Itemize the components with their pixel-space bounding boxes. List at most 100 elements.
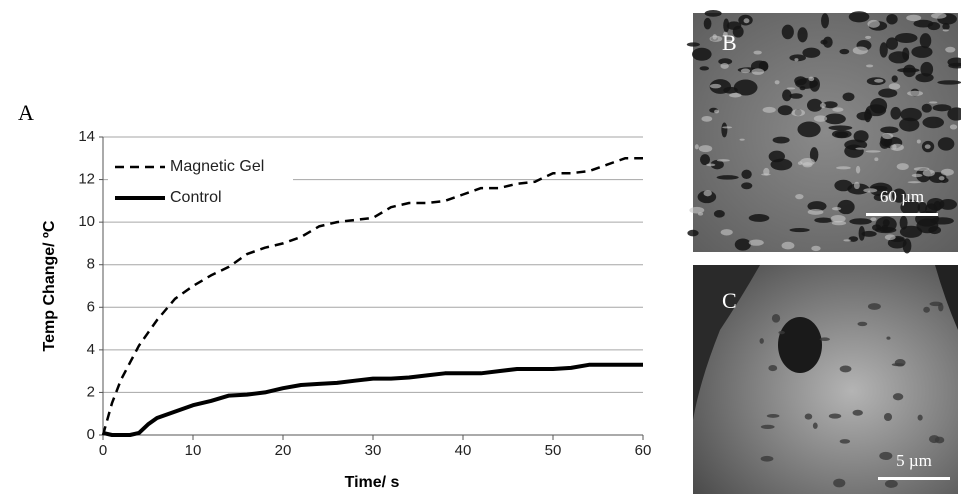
pit (760, 455, 774, 462)
pit (768, 365, 778, 372)
pore (734, 238, 751, 251)
pore (806, 98, 823, 112)
pore (917, 202, 928, 213)
pore (831, 129, 852, 139)
pore (797, 27, 808, 43)
ridge (888, 83, 901, 90)
pore (822, 101, 838, 109)
ridge (720, 229, 733, 236)
pore (799, 86, 806, 91)
pore (703, 17, 712, 30)
pore (887, 237, 907, 249)
pit (883, 412, 893, 422)
ridge (791, 109, 806, 117)
pore (686, 42, 700, 47)
pore (858, 225, 865, 241)
x-tick-label: 30 (365, 442, 382, 459)
ridge (870, 217, 877, 222)
pore (891, 75, 898, 83)
pore (890, 106, 901, 120)
pore (821, 13, 830, 29)
scale-bar (866, 213, 938, 216)
pore (911, 45, 933, 58)
pit (857, 321, 868, 327)
ridge (786, 87, 796, 90)
ridge (720, 62, 729, 69)
x-tick-label: 0 (99, 442, 107, 459)
pore (789, 227, 810, 233)
ridge (753, 50, 762, 55)
pore (842, 92, 855, 102)
pore (921, 103, 932, 113)
pore (713, 210, 725, 218)
ridge (865, 35, 872, 39)
ridge (774, 80, 780, 85)
ridge (855, 147, 865, 150)
pore (723, 18, 730, 33)
ridge (874, 157, 879, 162)
ridge (907, 181, 922, 184)
pit (892, 393, 904, 401)
pore (886, 13, 898, 25)
ridge (830, 214, 846, 223)
pit (852, 409, 863, 416)
pore (828, 125, 853, 131)
line-series (102, 362, 643, 437)
pore (899, 215, 908, 230)
pit (879, 451, 893, 460)
ridge (740, 68, 751, 74)
ridge (867, 19, 880, 28)
pore (873, 193, 886, 201)
ridge (722, 126, 733, 129)
x-tick-label: 20 (275, 442, 292, 459)
pore (947, 57, 961, 67)
x-tick-label: 10 (185, 442, 202, 459)
pore (770, 158, 793, 171)
ridge (813, 115, 828, 122)
ridge (729, 92, 742, 98)
pore (687, 229, 699, 237)
pit (828, 413, 842, 419)
ridge (865, 64, 874, 68)
pore (880, 126, 899, 134)
pore (777, 105, 793, 116)
pit (819, 337, 830, 341)
pore (741, 169, 752, 180)
pit (884, 479, 898, 488)
y-tick-label: 12 (78, 171, 95, 188)
pore (822, 36, 833, 48)
pore (913, 19, 934, 28)
pore (814, 217, 833, 223)
pore (837, 199, 855, 215)
pore (699, 66, 710, 71)
ridge (794, 58, 799, 62)
pore (733, 79, 758, 96)
ridge (689, 206, 705, 214)
line-series (101, 157, 643, 436)
ridge (874, 78, 884, 83)
y-axis-label: Temp Change/ ºC (41, 220, 58, 351)
pore (700, 154, 711, 166)
pore (802, 47, 821, 58)
ridge (949, 124, 958, 130)
ridge (751, 68, 765, 75)
ridge (852, 46, 868, 55)
legend-label: Magnetic Gel (170, 158, 264, 175)
pit (771, 314, 781, 323)
pore (888, 51, 910, 64)
ridge (931, 12, 947, 19)
pore (824, 113, 846, 125)
pore (692, 47, 712, 61)
legend-label: Control (170, 189, 222, 206)
pore (848, 11, 870, 23)
pore (853, 130, 869, 143)
ridge (797, 161, 803, 166)
ridge (942, 29, 949, 32)
pore (772, 136, 790, 144)
ridge (831, 207, 842, 211)
pore (781, 24, 794, 40)
ridge (882, 132, 894, 140)
ridge (832, 107, 844, 112)
pit (778, 330, 785, 335)
